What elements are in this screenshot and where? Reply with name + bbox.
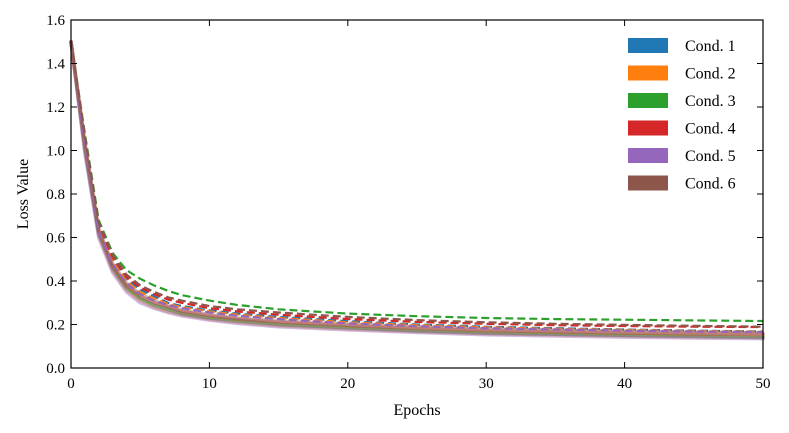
x-tick-label: 0 xyxy=(67,376,75,392)
x-tick-label: 20 xyxy=(340,376,355,392)
series-3-dashed-line xyxy=(69,41,764,323)
legend-label-2: Cond. 2 xyxy=(685,66,736,83)
series-2-line xyxy=(69,40,765,340)
series-4-dashed-line xyxy=(69,41,764,329)
series-5-dashed-line xyxy=(69,41,764,334)
x-axis-title: Epochs xyxy=(393,402,440,419)
x-tick-label: 10 xyxy=(202,376,217,392)
legend-label-5: Cond. 5 xyxy=(685,148,736,165)
x-tick-label: 30 xyxy=(479,376,494,392)
y-tick-label: 1.6 xyxy=(46,13,65,29)
legend-swatch-3 xyxy=(628,93,668,108)
legend-swatch-6 xyxy=(628,175,668,191)
y-tick-label: 0.8 xyxy=(46,187,65,203)
y-tick-label: 0.4 xyxy=(46,274,65,290)
x-tick-label: 40 xyxy=(617,376,632,392)
legend-label-1: Cond. 1 xyxy=(685,38,736,55)
y-tick-label: 1.4 xyxy=(46,57,65,73)
series-6-line xyxy=(69,40,765,336)
series-6-dashed-line xyxy=(69,41,764,328)
y-tick-label: 1.2 xyxy=(46,100,65,116)
legend-swatch-4 xyxy=(628,120,668,136)
x-tick-label: 50 xyxy=(756,376,771,392)
y-tick-label: 0.2 xyxy=(46,318,65,334)
series-layer xyxy=(69,40,765,341)
y-tick-label: 0.6 xyxy=(46,231,65,247)
series-1-line xyxy=(69,40,765,340)
legend: Cond. 1 Cond. 2 Cond. 3 Cond. 4 Cond. 5 Cond.… xyxy=(628,38,736,193)
legend-label-4: Cond. 4 xyxy=(685,121,736,138)
y-tick-label: 1.0 xyxy=(46,144,65,160)
legend-label-6: Cond. 6 xyxy=(685,176,736,193)
legend-label-3: Cond. 3 xyxy=(685,93,736,110)
ticks-layer: 0 10 20 30 40 50 0.0 0.2 0.4 0.6 0.8 1.0 1.2 1.4 1.6 xyxy=(46,13,770,392)
y-axis-title: Loss Value xyxy=(15,159,32,229)
series-4-line xyxy=(69,40,765,337)
series-5-line xyxy=(69,40,765,341)
legend-swatch-1 xyxy=(628,38,668,53)
legend-swatch-5 xyxy=(628,148,668,163)
legend-swatch-2 xyxy=(628,65,668,81)
series-3-line xyxy=(69,40,765,339)
y-tick-label: 0.0 xyxy=(46,361,65,377)
